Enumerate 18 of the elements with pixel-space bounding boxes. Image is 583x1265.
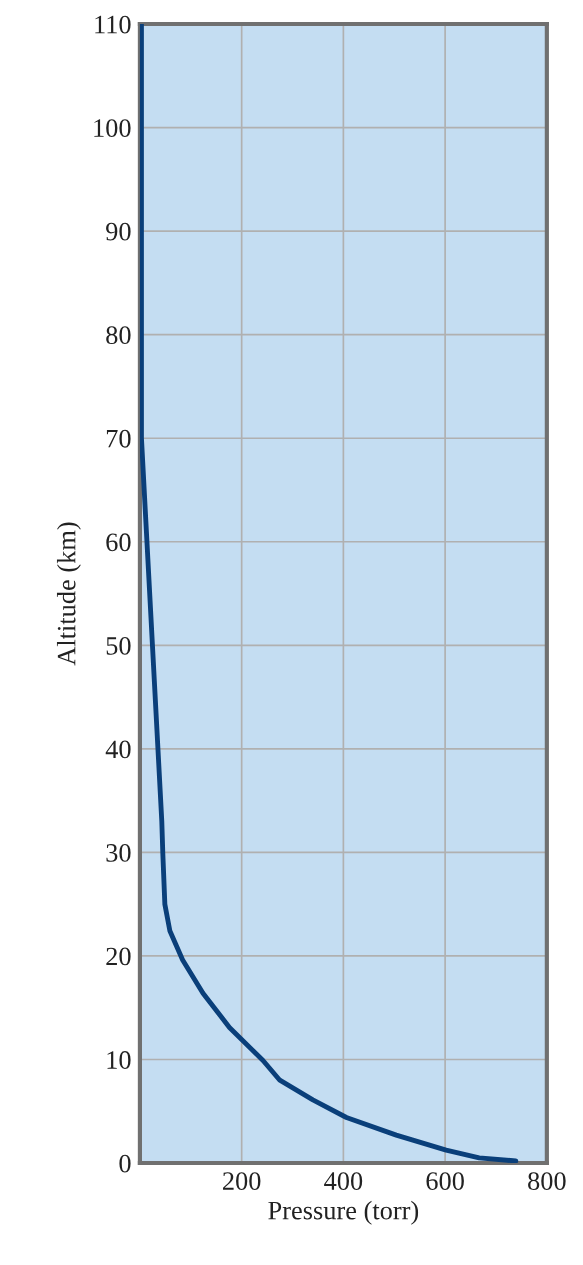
y-tick-label: 100 — [94, 119, 131, 137]
x-tick-label: 800 — [528, 1172, 566, 1190]
y-tick-label: 30 — [106, 844, 131, 862]
x-axis-title: Pressure (torr) — [268, 1200, 419, 1225]
y-tick-label: 70 — [106, 429, 131, 448]
y-tick-label: 90 — [106, 222, 131, 241]
y-tick-label: 50 — [106, 636, 131, 655]
y-tick-label: 60 — [106, 533, 131, 552]
y-tick-label: 20 — [106, 947, 131, 966]
y-tick-label: 10 — [107, 1051, 131, 1069]
x-tick-label: 600 — [426, 1172, 464, 1190]
y-tick-label: 80 — [106, 326, 131, 345]
y-tick-label: 40 — [105, 740, 131, 759]
x-tick-label: 200 — [223, 1172, 261, 1190]
x-tick-label: 400 — [324, 1172, 363, 1190]
y-tick-label: 110 — [95, 15, 131, 34]
y-axis-title: Altitude (km) — [56, 522, 81, 666]
y-tick-label: 0 — [119, 1154, 131, 1173]
